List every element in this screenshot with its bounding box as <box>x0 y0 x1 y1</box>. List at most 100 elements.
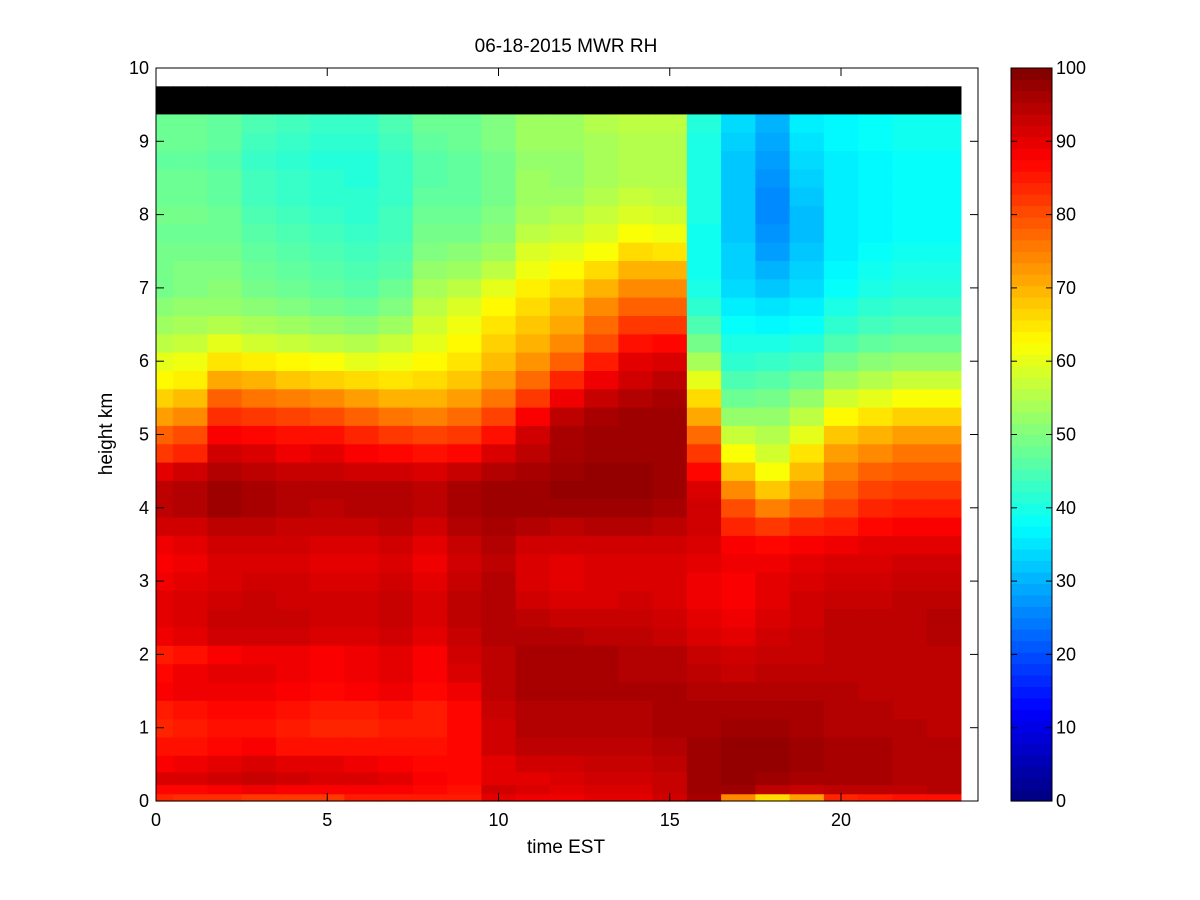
heatmap-cell <box>686 425 722 445</box>
heatmap-cell <box>652 480 688 500</box>
heatmap-cell <box>481 297 517 316</box>
heatmap-cell <box>447 187 482 207</box>
heatmap-cell <box>858 132 893 152</box>
heatmap-cell <box>652 681 688 701</box>
heatmap-cell <box>310 113 345 133</box>
heatmap-cell <box>173 260 208 280</box>
heatmap-cell <box>275 425 311 445</box>
heatmap-cell <box>618 480 654 500</box>
heatmap-cell <box>926 755 962 773</box>
heatmap-cell <box>173 700 208 720</box>
heatmap-cell <box>755 736 791 756</box>
heatmap-cell <box>789 278 825 298</box>
heatmap-cell <box>618 645 654 665</box>
heatmap-cell <box>549 95 585 115</box>
colorbar-band <box>1011 720 1052 733</box>
heatmap-cell <box>515 718 551 738</box>
y-tick-label: 10 <box>129 58 149 78</box>
heatmap-cell <box>207 571 243 591</box>
heatmap-cell <box>207 700 243 720</box>
heatmap-cell <box>686 784 722 795</box>
heatmap-cell <box>241 297 277 316</box>
heatmap-cell <box>481 150 517 170</box>
heatmap-cell <box>344 663 380 683</box>
heatmap-cell <box>310 590 345 610</box>
heatmap-cell <box>549 784 585 795</box>
heatmap-cell <box>823 590 859 610</box>
heatmap-cell <box>156 278 174 298</box>
heatmap-cell <box>310 187 345 207</box>
heatmap-cell <box>686 771 722 786</box>
heatmap-cell <box>207 516 243 536</box>
heatmap-cell <box>618 681 654 701</box>
heatmap-cell <box>412 150 448 170</box>
heatmap-cell <box>275 113 311 133</box>
heatmap-cell <box>481 626 517 646</box>
heatmap-cell <box>549 718 585 738</box>
colorbar-tick-label: 10 <box>1056 718 1076 738</box>
heatmap-cell <box>310 132 345 152</box>
heatmap-cell <box>926 205 962 225</box>
heatmap-cell <box>686 205 722 225</box>
heatmap-cell <box>858 242 893 262</box>
heatmap-cell <box>447 86 482 97</box>
heatmap-cell <box>721 315 756 335</box>
heatmap-cell <box>926 736 962 756</box>
heatmap-cell <box>926 681 962 701</box>
heatmap-cell <box>892 784 928 795</box>
heatmap-cell <box>823 571 859 591</box>
heatmap-cell <box>310 278 345 298</box>
heatmap-cell <box>686 223 722 243</box>
heatmap-cell <box>549 150 585 170</box>
colorbar-band <box>1011 549 1052 562</box>
heatmap-cell <box>858 461 893 481</box>
heatmap-cell <box>412 793 448 802</box>
heatmap-cell <box>344 260 380 280</box>
heatmap-cell <box>447 645 482 665</box>
heatmap-cell <box>549 443 585 463</box>
heatmap-cell <box>412 718 448 738</box>
heatmap-cell <box>241 793 277 802</box>
heatmap-cell <box>618 461 654 481</box>
heatmap-cell <box>926 187 962 207</box>
colorbar-band <box>1011 228 1052 241</box>
colorbar-band <box>1011 79 1052 92</box>
heatmap-cell <box>584 86 619 97</box>
heatmap-cell <box>275 784 311 795</box>
heatmap-cell <box>686 498 722 518</box>
heatmap-cell <box>721 205 756 225</box>
heatmap-cell <box>447 242 482 262</box>
heatmap-cell <box>721 95 756 115</box>
heatmap-cell <box>481 718 517 738</box>
heatmap-cell <box>173 168 208 188</box>
heatmap-cell <box>584 388 619 408</box>
heatmap-cell <box>481 608 517 628</box>
heatmap-cell <box>584 278 619 298</box>
heatmap-cell <box>755 113 791 133</box>
heatmap-cell <box>241 626 277 646</box>
colorbar-band <box>1011 571 1052 584</box>
heatmap-cell <box>549 297 585 316</box>
heatmap-cell <box>344 150 380 170</box>
heatmap-cell <box>173 132 208 152</box>
heatmap-cell <box>310 736 345 756</box>
heatmap-cell <box>858 571 893 591</box>
heatmap-cell <box>652 755 688 773</box>
heatmap-cell <box>789 95 825 115</box>
heatmap-cell <box>344 297 380 316</box>
heatmap-cell <box>447 793 482 802</box>
heatmap-cell <box>173 150 208 170</box>
heatmap-cell <box>241 535 277 555</box>
y-tick-label: 8 <box>139 205 149 225</box>
heatmap-cell <box>412 315 448 335</box>
heatmap-cell <box>412 590 448 610</box>
heatmap-cell <box>652 187 688 207</box>
heatmap-cell <box>789 645 825 665</box>
heatmap-cell <box>584 95 619 115</box>
heatmap-cell <box>789 352 825 371</box>
heatmap-cell <box>789 86 825 97</box>
heatmap-cell <box>173 663 208 683</box>
heatmap-cell <box>173 793 208 802</box>
heatmap-cell <box>156 425 174 445</box>
heatmap-cell <box>412 352 448 371</box>
